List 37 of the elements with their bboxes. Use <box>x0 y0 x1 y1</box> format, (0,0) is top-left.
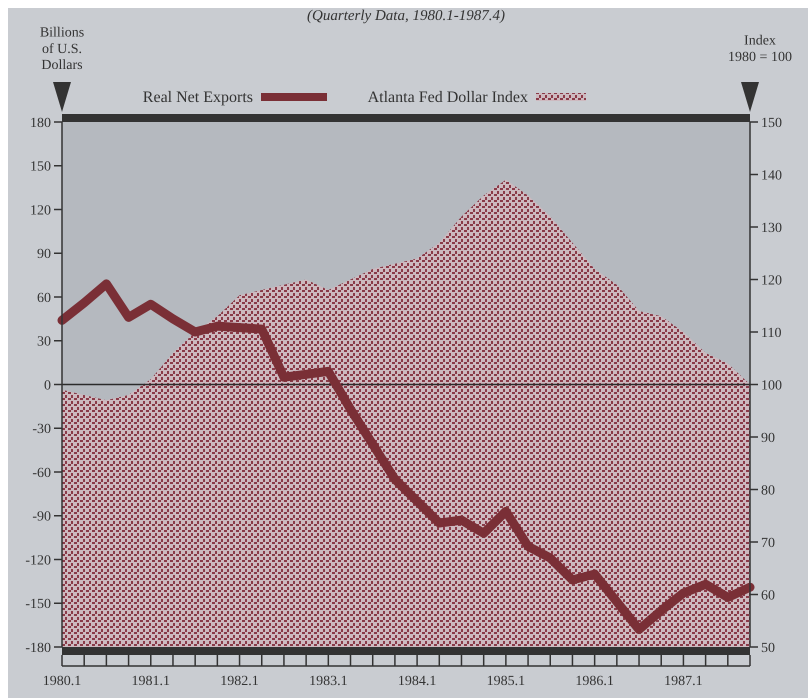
y2-tick-label: 50 <box>761 640 775 656</box>
y-tick-label: -150 <box>25 597 51 612</box>
x-tick-label: 1987.1 <box>664 674 703 689</box>
y-tick-label: 60 <box>37 290 51 306</box>
y2-tick-label: 100 <box>761 378 782 394</box>
y2-tick-label: 110 <box>761 326 782 341</box>
y-axis-title: Billions of U.S. Dollars <box>40 26 84 73</box>
y2-tick-label: 90 <box>761 430 775 446</box>
y-tick-label: 180 <box>30 116 51 131</box>
x-tick-label: 1986.1 <box>575 674 614 689</box>
y-tick-label: -90 <box>32 510 51 525</box>
y2-tick-label: 60 <box>761 588 775 604</box>
y-tick-label: 90 <box>37 247 51 262</box>
y2-tick-label: 140 <box>761 168 782 184</box>
x-tick-label: 1984.1 <box>398 674 436 689</box>
y-tick-label: 150 <box>30 160 51 175</box>
y-tick-label: -30 <box>32 422 51 438</box>
chart-subtitle: (Quarterly Data, 1980.1-1987.4) <box>307 8 505 24</box>
y2-tick-label: 120 <box>761 273 782 288</box>
y-tick-label: 120 <box>30 203 51 218</box>
y-tick-label: -120 <box>25 553 51 568</box>
x-tick-label: 1981.1 <box>132 674 170 689</box>
x-tick-label: 1985.1 <box>486 674 526 689</box>
y2-tick-label: 70 <box>761 536 775 551</box>
y-tick-label: -180 <box>25 640 51 656</box>
y2-tick-label: 130 <box>761 220 782 236</box>
x-tick-label: 1982.1 <box>220 674 259 689</box>
legend-label: Atlanta Fed Dollar Index <box>368 89 528 106</box>
y-tick-label: 30 <box>37 334 51 350</box>
legend-label: Real Net Exports <box>142 89 253 106</box>
y-tick-label: -60 <box>32 466 51 481</box>
y-tick-label: 0 <box>44 378 51 394</box>
y2-axis-title: Index 1980 = 100 <box>728 34 792 65</box>
y2-tick-label: 150 <box>761 116 782 131</box>
x-tick-label: 1980.1 <box>42 674 82 689</box>
y2-tick-label: 80 <box>761 483 775 498</box>
x-tick-label: 1983.1 <box>309 674 348 689</box>
